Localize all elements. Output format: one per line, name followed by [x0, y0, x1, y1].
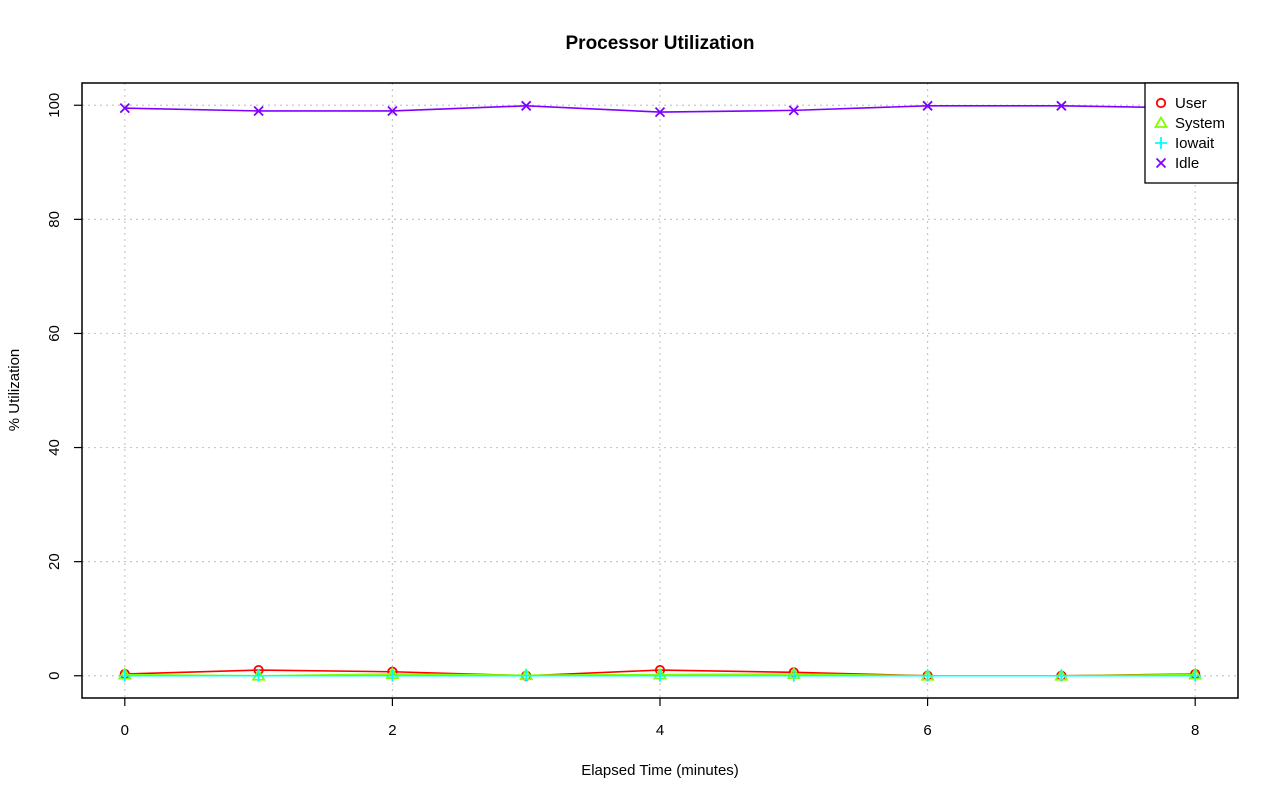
- point-idle-3: [521, 100, 532, 111]
- chart-title: Processor Utilization: [566, 33, 755, 54]
- y-tick-label-40: 40: [46, 439, 63, 456]
- point-iowait-5: [787, 669, 800, 682]
- x-tick-label-6: 6: [923, 722, 931, 739]
- x-axis: 0 2 4 6 8: [121, 698, 1199, 739]
- legend-marker-system: [1153, 115, 1169, 128]
- point-idle-4: [654, 106, 666, 118]
- point-iowait-7: [1055, 669, 1068, 682]
- y-tick-label-80: 80: [46, 211, 63, 228]
- x-tick-label-0: 0: [121, 722, 129, 739]
- legend-label-user: User: [1175, 95, 1207, 112]
- point-idle-0: [119, 102, 130, 114]
- y-tick-label-60: 60: [46, 325, 63, 342]
- x-tick-label-4: 4: [656, 722, 664, 739]
- point-iowait-8: [1189, 669, 1202, 682]
- point-idle-5: [788, 105, 799, 116]
- y-tick-label-0: 0: [46, 672, 63, 680]
- series-layer: [117, 100, 1203, 682]
- legend-label-idle: Idle: [1175, 155, 1199, 172]
- legend-marker-iowait: [1155, 137, 1167, 149]
- legend-marker-user: [1155, 97, 1167, 109]
- series-iowait: [118, 669, 1202, 682]
- point-iowait-1: [252, 669, 265, 682]
- y-tick-label-100: 100: [46, 93, 63, 118]
- y-tick-label-20: 20: [46, 553, 63, 570]
- legend: User System Iowait Idle: [1144, 82, 1239, 184]
- legend-marker-idle: [1155, 157, 1167, 169]
- point-idle-1: [253, 105, 264, 117]
- y-axis: 0 20 40 60 80 100: [46, 93, 82, 680]
- y-axis-label: % Utilization: [6, 349, 23, 432]
- x-tick-label-8: 8: [1191, 722, 1199, 739]
- point-iowait-0: [118, 669, 131, 682]
- point-idle-2: [387, 105, 398, 117]
- x-axis-label: Elapsed Time (minutes): [581, 762, 739, 779]
- point-idle-7: [1056, 100, 1067, 111]
- point-idle-6: [922, 100, 933, 111]
- point-iowait-4: [654, 669, 666, 682]
- grid-lines: [82, 83, 1238, 698]
- x-tick-label-2: 2: [388, 722, 396, 739]
- legend-label-iowait: Iowait: [1175, 135, 1215, 152]
- point-iowait-3: [520, 669, 533, 682]
- point-iowait-2: [386, 669, 399, 682]
- legend-label-system: System: [1175, 115, 1225, 132]
- point-iowait-6: [921, 669, 934, 682]
